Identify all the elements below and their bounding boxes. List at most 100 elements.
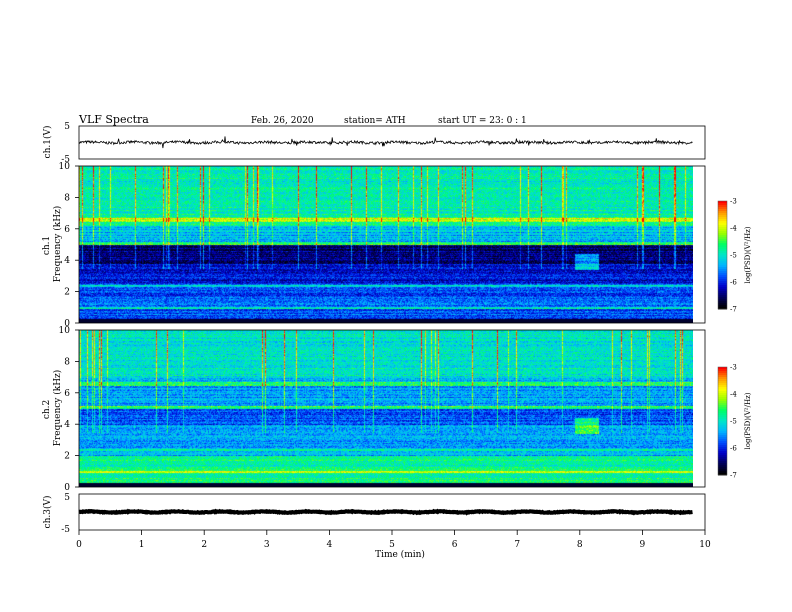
colorbar-swatch bbox=[718, 367, 727, 370]
colorbar-swatch bbox=[718, 291, 727, 294]
ch1-colorbar: -3 -4 -5 -6 -7 log(PSD)(V²/Hz) bbox=[717, 198, 752, 314]
colorbar-swatch bbox=[718, 293, 727, 296]
colorbar-swatch bbox=[718, 409, 727, 412]
ch2-spectrogram-image bbox=[79, 330, 693, 487]
colorbar-swatch bbox=[718, 269, 727, 272]
colorbar-swatch bbox=[718, 225, 727, 228]
ch2-spectrogram-ylabel: ch.2 Frequency (kHz) bbox=[42, 370, 63, 447]
time-tick-label: 0 bbox=[76, 540, 82, 550]
colorbar-swatch bbox=[718, 455, 727, 458]
colorbar-swatch bbox=[718, 209, 727, 212]
colorbar-swatch bbox=[718, 435, 727, 438]
ch2-spectrogram-panel: 0 2 4 6 8 10 ch.2 Frequency (kHz) -3 -4 -5 -6 -7 l… bbox=[42, 326, 752, 493]
colorbar-swatch bbox=[718, 415, 727, 418]
colorbar-swatch bbox=[718, 253, 727, 256]
ch1-spectrogram-ylabel: ch.1 Frequency (kHz) bbox=[42, 206, 63, 283]
colorbar-swatch bbox=[718, 289, 727, 292]
colorbar-swatch bbox=[718, 395, 727, 398]
colorbar-swatch bbox=[718, 275, 727, 278]
colorbar-swatch bbox=[718, 227, 727, 230]
ch1-spectrogram-panel: 0 2 4 6 8 10 ch.1 Frequency (kHz) -3 -4 -5 -6 -7 l… bbox=[42, 162, 752, 329]
time-axis: 0 1 2 3 4 5 6 7 8 9 10 bbox=[76, 530, 711, 550]
ch3-waveform-ylabel: ch.3(V) bbox=[42, 496, 53, 529]
colorbar-swatch bbox=[718, 433, 727, 436]
colorbar-swatch bbox=[718, 229, 727, 232]
colorbar-swatch bbox=[718, 257, 727, 260]
colorbar-swatch bbox=[718, 237, 727, 240]
colorbar-swatch bbox=[718, 405, 727, 408]
colorbar-swatch bbox=[718, 453, 727, 456]
freq-tick-label: 2 bbox=[64, 288, 70, 298]
colorbar-swatch bbox=[718, 249, 727, 252]
colorbar-swatch bbox=[718, 307, 727, 310]
ch1-waveform-ylabel: ch.1(V) bbox=[42, 126, 53, 159]
freq-tick-label: 4 bbox=[64, 420, 70, 430]
colorbar-swatch bbox=[718, 241, 727, 244]
ch1-ylabel-line2: Frequency (kHz) bbox=[52, 206, 63, 283]
colorbar-swatch bbox=[718, 369, 727, 372]
time-axis-label: Time (min) bbox=[375, 549, 425, 560]
colorbar-swatch bbox=[718, 379, 727, 382]
colorbar-swatch bbox=[718, 297, 727, 300]
colorbar-swatch bbox=[718, 393, 727, 396]
colorbar-swatch bbox=[718, 299, 727, 302]
colorbar-tick-label: -5 bbox=[730, 418, 737, 426]
colorbar-swatch bbox=[718, 471, 727, 474]
colorbar-swatch bbox=[718, 211, 727, 214]
colorbar-swatch bbox=[718, 465, 727, 468]
freq-tick-label: 4 bbox=[64, 256, 70, 266]
colorbar-swatch bbox=[718, 205, 727, 208]
colorbar-swatch bbox=[718, 207, 727, 210]
colorbar-swatch bbox=[718, 473, 727, 476]
ch1-waveform-panel: 5 -5 ch.1(V) bbox=[42, 122, 706, 165]
colorbar-swatch bbox=[718, 387, 727, 390]
colorbar-swatch bbox=[718, 427, 727, 430]
colorbar-swatch bbox=[718, 201, 727, 204]
colorbar-swatch bbox=[718, 283, 727, 286]
freq-tick-label: 0 bbox=[64, 319, 70, 329]
time-tick-label: 7 bbox=[514, 540, 520, 550]
colorbar-tick-label: -7 bbox=[730, 306, 737, 314]
ch2-ylabel-line2: Frequency (kHz) bbox=[52, 370, 63, 447]
freq-tick-label: 6 bbox=[64, 225, 70, 235]
colorbar-swatch bbox=[718, 371, 727, 374]
colorbar-label: log(PSD)(V²/Hz) bbox=[744, 392, 752, 449]
station-label: station= ATH bbox=[344, 116, 406, 126]
colorbar-swatch bbox=[718, 373, 727, 376]
colorbar-swatch bbox=[718, 261, 727, 264]
colorbar-swatch bbox=[718, 285, 727, 288]
ch1-spectrogram-frame bbox=[78, 165, 706, 324]
colorbar-swatch bbox=[718, 459, 727, 462]
colorbar-swatch bbox=[718, 265, 727, 268]
ch1-ytick-top: 5 bbox=[64, 122, 70, 132]
colorbar-swatch bbox=[718, 443, 727, 446]
ch3-ytick-top: 5 bbox=[64, 493, 70, 503]
colorbar-swatch bbox=[718, 457, 727, 460]
colorbar-swatch bbox=[718, 407, 727, 410]
colorbar-swatch bbox=[718, 383, 727, 386]
colorbar-swatch bbox=[718, 401, 727, 404]
ch1-spectrogram-image bbox=[79, 166, 693, 323]
colorbar-swatch bbox=[718, 447, 727, 450]
ch1-freq-ticks: 0 2 4 6 8 10 bbox=[59, 162, 79, 329]
freq-tick-label: 10 bbox=[59, 162, 71, 172]
colorbar-swatch bbox=[718, 429, 727, 432]
colorbar-swatch bbox=[718, 385, 727, 388]
freq-tick-label: 6 bbox=[64, 389, 70, 399]
colorbar-swatch bbox=[718, 273, 727, 276]
ch2-colorbar: -3 -4 -5 -6 -7 log(PSD)(V²/Hz) bbox=[717, 364, 752, 480]
colorbar-swatch bbox=[718, 279, 727, 282]
ch1-ylabel-line1: ch.1 bbox=[42, 236, 52, 255]
freq-tick-label: 2 bbox=[64, 452, 70, 462]
colorbar-swatch bbox=[718, 245, 727, 248]
colorbar-swatch bbox=[718, 305, 727, 308]
ch2-freq-ticks: 0 2 4 6 8 10 bbox=[59, 326, 79, 493]
colorbar-swatch bbox=[718, 449, 727, 452]
colorbar-swatch bbox=[718, 281, 727, 284]
colorbar-swatch bbox=[718, 391, 727, 394]
freq-tick-label: 0 bbox=[64, 483, 70, 493]
freq-tick-label: 10 bbox=[59, 326, 71, 336]
colorbar-label: log(PSD)(V²/Hz) bbox=[744, 226, 752, 283]
date-label: Feb. 26, 2020 bbox=[251, 116, 314, 126]
colorbar-tick-label: -7 bbox=[730, 472, 737, 480]
